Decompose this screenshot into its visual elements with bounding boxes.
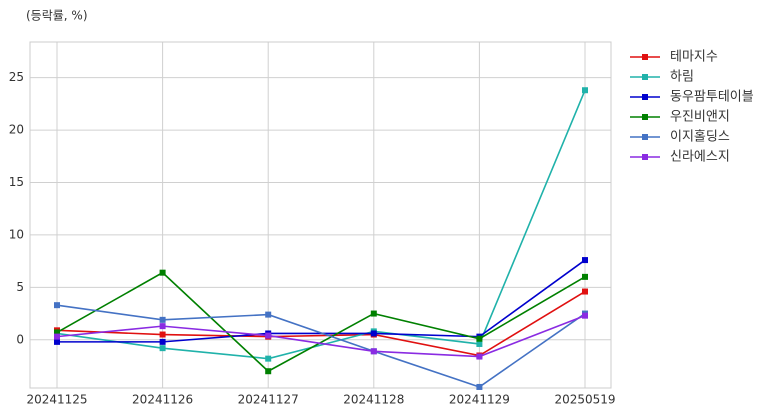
point bbox=[476, 340, 483, 347]
point bbox=[265, 332, 272, 339]
legend-marker bbox=[642, 134, 648, 140]
point bbox=[159, 345, 166, 352]
x-tick-label: 20241127 bbox=[238, 393, 299, 407]
point bbox=[476, 335, 483, 342]
point bbox=[159, 316, 166, 323]
point bbox=[159, 338, 166, 345]
point bbox=[476, 383, 483, 390]
point bbox=[476, 353, 483, 360]
y-tick-label: 15 bbox=[9, 175, 24, 189]
point bbox=[265, 355, 272, 362]
x-tick-label: 20241129 bbox=[449, 393, 510, 407]
plot-frame bbox=[29, 41, 612, 389]
point bbox=[159, 269, 166, 276]
legend-label: 테마지수 bbox=[670, 50, 718, 65]
legend-marker bbox=[642, 114, 648, 120]
legend-marker bbox=[642, 74, 648, 80]
x-tick-label: 20241128 bbox=[343, 393, 404, 407]
x-tick-label: 20241125 bbox=[26, 393, 87, 407]
legend-label: 우진비앤지 bbox=[670, 110, 730, 125]
y-tick-label: 5 bbox=[16, 280, 24, 294]
y-tick-label: 25 bbox=[9, 70, 24, 84]
legend-label: 신라에스지 bbox=[670, 150, 730, 165]
point bbox=[159, 323, 166, 330]
point bbox=[582, 312, 588, 319]
legend-marker bbox=[642, 54, 648, 60]
point bbox=[582, 87, 588, 94]
y-axis-label: (등락률, %) bbox=[26, 9, 88, 23]
point bbox=[265, 368, 272, 375]
x-tick-label: 20250519 bbox=[554, 393, 615, 407]
point bbox=[54, 333, 60, 340]
point bbox=[159, 331, 166, 338]
legend-marker bbox=[642, 154, 648, 160]
y-tick-label: 0 bbox=[16, 332, 24, 346]
point bbox=[370, 310, 377, 317]
point bbox=[54, 329, 60, 336]
y-tick-label: 20 bbox=[9, 123, 24, 137]
point bbox=[54, 338, 60, 345]
series-line bbox=[56, 271, 586, 373]
point bbox=[582, 273, 588, 280]
legend-label: 하림 bbox=[670, 70, 694, 85]
legend-label: 동우팜투테이블 bbox=[670, 90, 754, 105]
y-tick-label: 10 bbox=[9, 227, 24, 241]
point bbox=[582, 257, 588, 264]
point bbox=[370, 348, 377, 355]
legend-label: 이지홀딩스 bbox=[670, 130, 730, 145]
point bbox=[370, 330, 377, 337]
series-line bbox=[56, 290, 586, 357]
series-line bbox=[56, 89, 586, 360]
legend-marker bbox=[642, 94, 648, 100]
point bbox=[265, 311, 272, 318]
x-tick-label: 20241126 bbox=[132, 393, 193, 407]
point bbox=[54, 302, 60, 309]
series-line bbox=[56, 304, 586, 388]
point bbox=[582, 288, 588, 295]
series-line bbox=[56, 314, 586, 358]
series-line bbox=[57, 259, 586, 343]
